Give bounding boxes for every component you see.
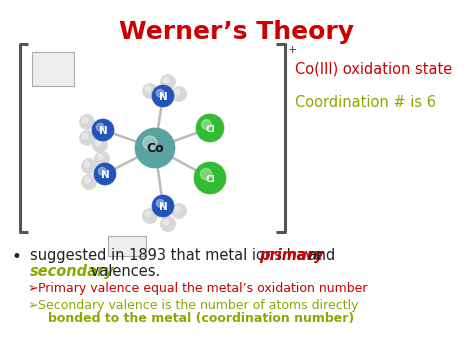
Circle shape bbox=[143, 83, 157, 98]
Circle shape bbox=[92, 119, 114, 141]
Circle shape bbox=[172, 87, 186, 102]
Circle shape bbox=[196, 114, 224, 142]
Circle shape bbox=[146, 87, 151, 92]
Circle shape bbox=[95, 141, 101, 146]
Circle shape bbox=[156, 200, 164, 207]
Text: primary: primary bbox=[259, 248, 324, 263]
Circle shape bbox=[84, 162, 90, 167]
FancyBboxPatch shape bbox=[32, 52, 74, 86]
Text: and: and bbox=[302, 248, 335, 263]
Circle shape bbox=[94, 152, 109, 166]
Text: suggested in 1893 that metal ions have: suggested in 1893 that metal ions have bbox=[30, 248, 327, 263]
Circle shape bbox=[92, 137, 108, 153]
Text: Cl: Cl bbox=[205, 125, 215, 133]
Circle shape bbox=[161, 75, 175, 89]
Circle shape bbox=[174, 207, 180, 212]
Text: N: N bbox=[100, 170, 109, 180]
Circle shape bbox=[152, 195, 174, 217]
Circle shape bbox=[201, 168, 211, 180]
Circle shape bbox=[174, 89, 180, 95]
Circle shape bbox=[194, 162, 226, 194]
Circle shape bbox=[82, 133, 88, 139]
Circle shape bbox=[161, 217, 175, 231]
Text: Secondary valence is the number of atoms directly: Secondary valence is the number of atoms… bbox=[38, 299, 358, 312]
Text: Co: Co bbox=[146, 142, 164, 155]
Text: N: N bbox=[159, 202, 167, 212]
Circle shape bbox=[99, 168, 106, 175]
Circle shape bbox=[82, 175, 97, 190]
Text: ➢: ➢ bbox=[28, 299, 38, 312]
Text: Coordination # is 6: Coordination # is 6 bbox=[295, 95, 436, 110]
Circle shape bbox=[80, 115, 94, 130]
Text: N: N bbox=[159, 92, 167, 102]
Circle shape bbox=[143, 136, 157, 150]
Circle shape bbox=[94, 163, 116, 185]
Circle shape bbox=[146, 212, 151, 217]
Text: +: + bbox=[288, 45, 297, 55]
Text: •: • bbox=[12, 248, 22, 266]
Text: ➢: ➢ bbox=[28, 282, 38, 295]
Text: Cl: Cl bbox=[205, 175, 215, 184]
Circle shape bbox=[164, 219, 169, 225]
Circle shape bbox=[164, 77, 169, 83]
Circle shape bbox=[82, 118, 88, 123]
Circle shape bbox=[201, 120, 211, 130]
Text: Co(III) oxidation state: Co(III) oxidation state bbox=[295, 62, 452, 77]
Circle shape bbox=[96, 124, 104, 131]
Circle shape bbox=[82, 158, 97, 174]
Circle shape bbox=[156, 89, 164, 97]
Circle shape bbox=[84, 178, 90, 183]
Text: secondary: secondary bbox=[30, 264, 115, 279]
Circle shape bbox=[98, 154, 103, 160]
Circle shape bbox=[143, 208, 157, 224]
Text: Primary valence equal the metal’s oxidation number: Primary valence equal the metal’s oxidat… bbox=[38, 282, 367, 295]
Text: Werner’s Theory: Werner’s Theory bbox=[119, 20, 355, 44]
FancyBboxPatch shape bbox=[108, 236, 146, 256]
Text: N: N bbox=[99, 126, 108, 136]
Circle shape bbox=[172, 203, 186, 218]
Text: valences.: valences. bbox=[86, 264, 160, 279]
Circle shape bbox=[80, 131, 94, 146]
Text: bonded to the metal (coordination number): bonded to the metal (coordination number… bbox=[48, 312, 354, 325]
Circle shape bbox=[135, 128, 175, 168]
Circle shape bbox=[152, 85, 174, 107]
